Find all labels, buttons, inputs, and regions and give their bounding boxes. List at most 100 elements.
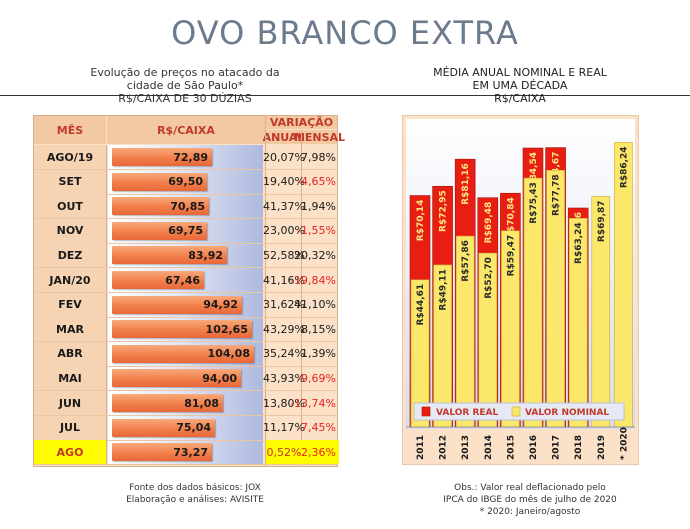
row-price-value: 67,46: [165, 273, 200, 287]
row-price-value: 75,04: [176, 421, 211, 435]
nominal-value-label: R$77,78: [552, 174, 562, 216]
row-month: OUT: [34, 194, 107, 219]
nominal-value-label: R$52,70: [484, 257, 494, 299]
header-mes: MÊS: [34, 116, 106, 144]
row-month: MAR: [34, 317, 107, 342]
row-month: FEV: [34, 292, 107, 317]
row-separator: [34, 365, 337, 367]
nominal-value-label: R$63,24: [574, 222, 584, 264]
row-separator: [34, 316, 337, 318]
row-annual-change: 35,24%: [263, 347, 305, 361]
row-monthly-change: 41,10%: [294, 298, 336, 312]
row-price-value: 81,08: [184, 396, 219, 410]
row-price-value: 69,75: [168, 224, 203, 238]
left-subtitle-line: cidade de São Paulo*: [126, 79, 244, 92]
row-month: JUN: [34, 391, 107, 415]
legend-swatch-real: [421, 406, 431, 417]
row-separator: [34, 218, 337, 220]
row-separator: [34, 439, 337, 441]
right-footer-line: IPCA do IBGE do mês de julho de 2020: [443, 495, 617, 505]
header-mensal: MENSAL: [293, 130, 346, 144]
row-price-bar: [112, 271, 204, 289]
table-row: DEZ 83,92 52,58% 20,32%: [34, 243, 337, 269]
row-month: AGO: [34, 440, 107, 465]
x-tick-label: * 2020: [619, 427, 629, 460]
column-separator: [265, 116, 266, 466]
x-tick-label: 2014: [484, 435, 494, 460]
left-footer-line: Fonte dos dados básicos: JOX: [129, 483, 261, 493]
row-price-bar: [112, 221, 207, 240]
row-price-value: 69,50: [168, 175, 203, 189]
real-value-label: R$69,48: [484, 202, 494, 244]
legend-label-nominal: VALOR NOMINAL: [525, 408, 609, 418]
row-monthly-change: -4,65%: [297, 175, 336, 189]
row-price-value: 73,27: [173, 445, 208, 459]
row-monthly-change: 1,39%: [301, 347, 336, 361]
left-subtitle-line: R$/CAIXA DE 30 DÚZIAS: [118, 92, 252, 105]
row-month: MAI: [34, 366, 107, 391]
page-title: OVO BRANCO EXTRA: [171, 14, 519, 52]
row-price-bar: [112, 369, 241, 388]
row-price-bar: [112, 148, 212, 166]
right-subtitle: MÉDIA ANUAL NOMINAL E REAL EM UMA DÉCADA…: [400, 66, 640, 105]
real-value-label: R$81,16: [461, 163, 471, 205]
row-price-value: 94,00: [202, 371, 237, 385]
row-annual-change: 13,80%: [263, 396, 305, 410]
right-footer-line: Obs.: Valor real deflacionado pelo: [454, 483, 606, 493]
table-row: JUN 81,08 13,80% -13,74%: [34, 391, 337, 416]
row-monthly-change: 7,98%: [301, 150, 336, 164]
column-separator: [301, 130, 302, 466]
row-monthly-change: -9,69%: [297, 371, 336, 385]
table-row: AGO 73,27 0,52% -2,36%: [34, 440, 339, 466]
real-value-label: R$70,14: [416, 200, 426, 242]
row-price-bar: [112, 320, 252, 339]
row-monthly-change: -13,74%: [290, 396, 336, 410]
annual-average-chart: R$70,14 R$44,61 2011 R$72,95 R$49,11 2012 R$81…: [401, 114, 640, 466]
real-value-label: R$84,54: [529, 152, 539, 194]
row-price-bar: [112, 172, 207, 191]
x-tick-label: 2012: [439, 435, 449, 460]
right-subtitle-line: EM UMA DÉCADA: [472, 79, 568, 92]
left-footer-line: Elaboração e análises: AVISITE: [126, 495, 264, 505]
right-subtitle-line: MÉDIA ANUAL NOMINAL E REAL: [433, 66, 607, 79]
row-price-value: 104,08: [207, 347, 250, 361]
row-separator: [34, 242, 337, 244]
row-price-bar: [112, 443, 212, 462]
header-anual: ANUAL: [262, 130, 305, 144]
price-table: MÊS R$/CAIXA VARIAÇÃO ANUAL MENSAL AGO/1…: [33, 115, 346, 467]
row-separator: [34, 415, 337, 416]
right-footer-line: * 2020: Janeiro/agosto: [479, 507, 581, 517]
header-caixa: R$/CAIXA: [107, 116, 265, 144]
row-monthly-change: -1,55%: [297, 224, 336, 238]
table-row: SET 69,50 19,40% -4,65%: [34, 169, 337, 195]
row-price-bar: [112, 295, 242, 314]
row-month: AGO/19: [34, 145, 107, 169]
row-separator: [34, 292, 337, 293]
row-annual-change: 31,62%: [263, 298, 305, 312]
nominal-value-label: R$69,87: [597, 200, 607, 242]
row-price-value: 102,65: [205, 322, 248, 336]
row-month: JUL: [34, 415, 107, 440]
nominal-value-label: R$49,11: [439, 269, 449, 311]
row-annual-change: 23,00%: [263, 224, 305, 238]
x-tick-label: 2016: [529, 435, 539, 460]
row-annual-change: 43,93%: [263, 371, 305, 385]
real-value-label: R$70,84: [506, 197, 516, 239]
row-annual-change: 52,58%: [263, 248, 305, 262]
row-month: JAN/20: [34, 268, 107, 292]
nominal-value-label: R$86,24: [619, 146, 629, 188]
row-month: ABR: [34, 341, 107, 366]
row-price-value: 83,92: [188, 248, 223, 262]
table-row: NOV 69,75 23,00% -1,55%: [34, 218, 337, 244]
table-row: ABR 104,08 35,24% 1,39%: [34, 341, 337, 367]
table-row: FEV 94,92 31,62% 41,10%: [34, 292, 337, 318]
x-tick-label: 2018: [574, 435, 584, 460]
row-annual-change: 0,52%: [266, 440, 302, 465]
row-price-bar: [112, 344, 254, 363]
row-price-value: 94,92: [203, 298, 238, 312]
row-price-bar: [112, 197, 209, 216]
row-price-value: 72,89: [173, 150, 208, 164]
right-footer: Obs.: Valor real deflacionado pelo IPCA …: [420, 482, 640, 518]
row-separator: [34, 169, 337, 170]
row-monthly-change: -19,84%: [290, 273, 336, 287]
